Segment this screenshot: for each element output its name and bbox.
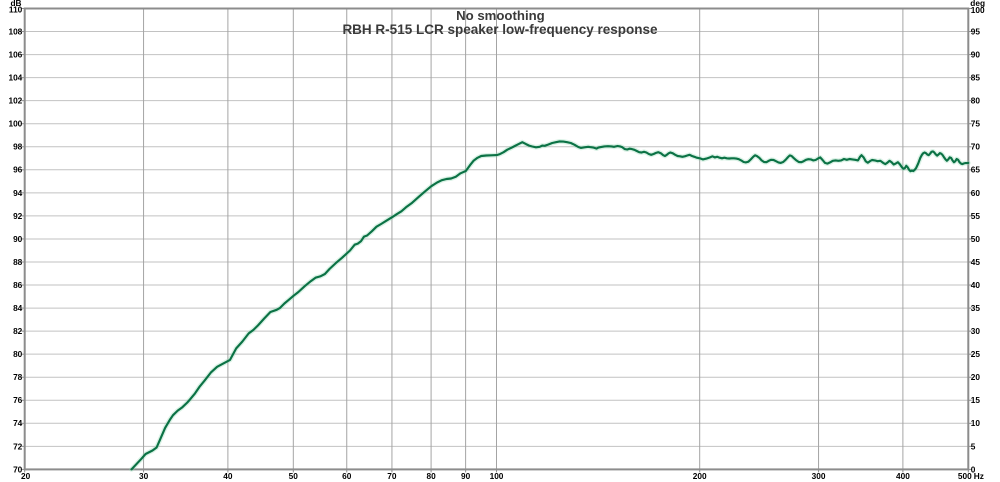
svg-text:106: 106: [8, 50, 22, 60]
svg-text:20: 20: [971, 372, 981, 382]
svg-text:75: 75: [971, 119, 981, 129]
svg-text:70: 70: [13, 464, 23, 474]
svg-text:500: 500: [958, 471, 972, 481]
svg-text:90: 90: [13, 234, 23, 244]
svg-text:78: 78: [13, 372, 23, 382]
svg-text:70: 70: [387, 471, 397, 481]
svg-text:deg: deg: [970, 0, 985, 8]
svg-text:76: 76: [13, 395, 23, 405]
svg-text:102: 102: [8, 96, 22, 106]
svg-text:50: 50: [289, 471, 299, 481]
svg-text:90: 90: [971, 50, 981, 60]
svg-text:20: 20: [21, 471, 31, 481]
svg-text:45: 45: [971, 257, 981, 267]
svg-text:5: 5: [971, 441, 976, 451]
svg-text:72: 72: [13, 441, 23, 451]
svg-text:92: 92: [13, 211, 23, 221]
svg-text:No smoothing: No smoothing: [456, 8, 545, 23]
svg-text:70: 70: [971, 142, 981, 152]
svg-text:85: 85: [971, 73, 981, 83]
svg-text:110: 110: [9, 5, 23, 15]
svg-text:80: 80: [13, 349, 23, 359]
svg-text:50: 50: [971, 234, 981, 244]
svg-text:25: 25: [971, 349, 981, 359]
svg-text:100: 100: [490, 471, 504, 481]
svg-text:0: 0: [971, 464, 976, 474]
svg-text:40: 40: [971, 280, 981, 290]
svg-text:10: 10: [971, 418, 981, 428]
svg-text:dB: dB: [10, 0, 21, 8]
svg-text:35: 35: [971, 303, 981, 313]
svg-text:200: 200: [693, 471, 707, 481]
svg-text:60: 60: [971, 188, 981, 198]
svg-text:82: 82: [13, 326, 23, 336]
svg-text:84: 84: [13, 303, 23, 313]
svg-text:65: 65: [971, 165, 981, 175]
svg-text:100: 100: [971, 5, 985, 15]
svg-text:94: 94: [13, 188, 23, 198]
svg-text:40: 40: [223, 471, 233, 481]
svg-text:80: 80: [426, 471, 436, 481]
svg-text:400: 400: [896, 471, 910, 481]
svg-text:Hz: Hz: [974, 471, 984, 481]
svg-text:86: 86: [13, 280, 23, 290]
svg-text:30: 30: [971, 326, 981, 336]
svg-text:95: 95: [971, 26, 981, 36]
svg-text:60: 60: [342, 471, 352, 481]
svg-text:30: 30: [139, 471, 149, 481]
svg-text:300: 300: [812, 471, 826, 481]
svg-text:104: 104: [8, 73, 22, 83]
svg-text:80: 80: [971, 96, 981, 106]
svg-text:96: 96: [13, 165, 23, 175]
svg-text:55: 55: [971, 211, 981, 221]
svg-text:15: 15: [971, 395, 981, 405]
svg-text:108: 108: [8, 26, 22, 36]
svg-text:88: 88: [13, 257, 23, 267]
svg-text:98: 98: [13, 142, 23, 152]
svg-text:RBH R-515 LCR speaker low-freq: RBH R-515 LCR speaker low-frequency resp…: [342, 22, 658, 37]
svg-text:90: 90: [461, 471, 471, 481]
svg-text:100: 100: [8, 119, 22, 129]
svg-text:74: 74: [13, 418, 23, 428]
